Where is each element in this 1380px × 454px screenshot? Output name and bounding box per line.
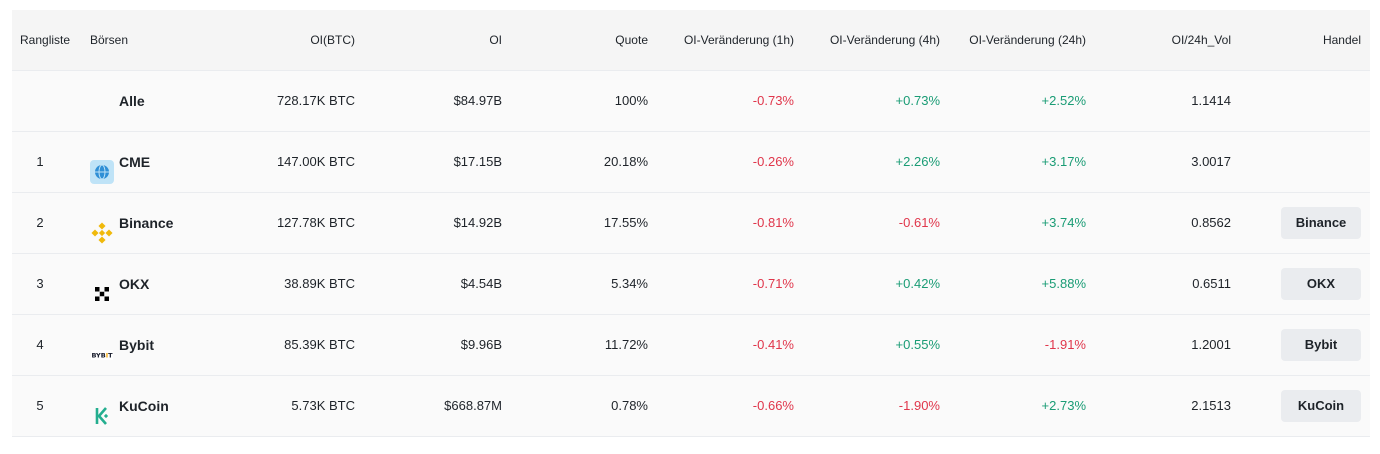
oi-cell: $17.15B: [453, 154, 502, 169]
rank-cell: 5: [36, 398, 44, 413]
trade-button[interactable]: Bybit: [1281, 329, 1361, 361]
quote-cell: 17.55%: [603, 215, 648, 230]
header-oi-change-1h[interactable]: OI-Veränderung (1h): [683, 33, 794, 47]
oi-change-4h-cell: +2.26%: [895, 154, 940, 169]
exchange-cell: KuCoin: [90, 376, 290, 436]
table-header: Rangliste Börsen OI(BTC) OI Quote OI-Ver…: [12, 10, 1370, 71]
quote-cell: 0.78%: [611, 398, 648, 413]
oi-change-24h-cell: +3.74%: [1041, 215, 1086, 230]
rank-cell: 4: [36, 337, 44, 352]
exchange-name: KuCoin: [119, 398, 169, 414]
exchange-name: CME: [119, 154, 151, 170]
exchange-cell: Binance: [90, 193, 290, 253]
bybit-logo-icon: BYBIT: [90, 333, 114, 360]
trade-cell: [1232, 132, 1361, 192]
exchange-cell: CME: [90, 132, 290, 192]
oi-btc-cell: 38.89K BTC: [284, 276, 355, 291]
table-row: Alle 728.17K BTC $84.97B 100% -0.73% +0.73% +2…: [12, 71, 1370, 132]
oi-btc-cell: 5.73K BTC: [291, 398, 355, 413]
exchange-cell: Alle: [90, 71, 290, 131]
oi-change-1h-cell: -0.73%: [752, 93, 794, 108]
oi-change-4h-cell: +0.73%: [895, 93, 940, 108]
oi-vol-cell: 1.1414: [1191, 93, 1231, 108]
oi-change-1h-cell: -0.81%: [752, 215, 794, 230]
quote-cell: 100%: [614, 93, 648, 108]
exchange-name: OKX: [119, 276, 150, 292]
header-oi-change-4h[interactable]: OI-Veränderung (4h): [829, 33, 940, 47]
binance-logo-icon: [90, 211, 114, 244]
trade-button[interactable]: Binance: [1281, 207, 1361, 239]
oi-vol-cell: 3.0017: [1191, 154, 1231, 169]
table-row: 4 BYBIT Bybit 85.39K BTC $9.96B 11.72% -0.41% +…: [12, 315, 1370, 376]
oi-btc-cell: 147.00K BTC: [276, 154, 355, 169]
rank-cell: 1: [36, 154, 44, 169]
okx-logo-icon: [90, 272, 114, 301]
trade-cell: [1232, 71, 1361, 131]
svg-text:BYBIT: BYBIT: [91, 352, 113, 360]
trade-cell: OKX: [1232, 254, 1361, 314]
quote-cell: 11.72%: [604, 337, 648, 352]
trade-button[interactable]: OKX: [1281, 268, 1361, 300]
table-row: 2 Binance 127.78K BTC $14.92B 17.55% -0.81% -0…: [12, 193, 1370, 254]
rank-cell: 3: [36, 276, 44, 291]
oi-change-1h-cell: -0.66%: [752, 398, 794, 413]
trade-cell: KuCoin: [1232, 376, 1361, 436]
oi-vol-cell: 2.1513: [1191, 398, 1231, 413]
oi-change-4h-cell: +0.42%: [895, 276, 940, 291]
exchange-cell: OKX: [90, 254, 290, 314]
exchange-name: Alle: [119, 93, 145, 109]
oi-change-4h-cell: -0.61%: [898, 215, 940, 230]
exchange-cell: BYBIT Bybit: [90, 315, 290, 375]
header-oi-change-24h[interactable]: OI-Veränderung (24h): [969, 33, 1086, 47]
oi-change-24h-cell: +2.52%: [1041, 93, 1086, 108]
table-row: 5 KuCoin 5.73K BTC $668.87M 0.78% -0.66% -1.90…: [12, 376, 1370, 437]
table-row: 1 CME 147.00K BTC $17.15B 20.18% -0.26% +2.26%…: [12, 132, 1370, 193]
open-interest-table: Rangliste Börsen OI(BTC) OI Quote OI-Ver…: [12, 10, 1370, 437]
header-oi-btc[interactable]: OI(BTC): [310, 33, 355, 47]
oi-vol-cell: 0.8562: [1191, 215, 1231, 230]
oi-cell: $14.92B: [453, 215, 502, 230]
oi-change-1h-cell: -0.41%: [752, 337, 794, 352]
trade-cell: Binance: [1232, 193, 1361, 253]
trade-button[interactable]: KuCoin: [1281, 390, 1361, 422]
header-exchange[interactable]: Börsen: [90, 33, 129, 47]
quote-cell: 20.18%: [603, 154, 648, 169]
oi-btc-cell: 127.78K BTC: [276, 215, 355, 230]
oi-change-1h-cell: -0.71%: [752, 276, 794, 291]
oi-change-24h-cell: +5.88%: [1041, 276, 1086, 291]
quote-cell: 5.34%: [611, 276, 648, 291]
oi-btc-cell: 728.17K BTC: [276, 93, 355, 108]
oi-change-24h-cell: +3.17%: [1041, 154, 1086, 169]
oi-change-24h-cell: +2.73%: [1041, 398, 1086, 413]
oi-vol-cell: 0.6511: [1192, 276, 1231, 291]
oi-btc-cell: 85.39K BTC: [284, 337, 355, 352]
oi-change-24h-cell: -1.91%: [1044, 337, 1086, 352]
header-oi-vol[interactable]: OI/24h_Vol: [1171, 33, 1231, 47]
header-trade: Handel: [1322, 33, 1361, 47]
table-row: 3 OKX 38.89K BTC $4.54B 5.34% -0.71% +0.42% +5.…: [12, 254, 1370, 315]
exchange-name: Binance: [119, 215, 174, 231]
oi-cell: $84.97B: [453, 93, 502, 108]
header-rank[interactable]: Rangliste: [20, 33, 71, 47]
exchange-name: Bybit: [119, 337, 154, 353]
rank-cell: 2: [36, 215, 44, 230]
oi-change-4h-cell: -1.90%: [898, 398, 940, 413]
oi-change-4h-cell: +0.55%: [895, 337, 940, 352]
oi-cell: $9.96B: [460, 337, 502, 352]
oi-vol-cell: 1.2001: [1191, 337, 1231, 352]
oi-change-1h-cell: -0.26%: [752, 154, 794, 169]
cme-logo-icon: [90, 150, 114, 184]
oi-cell: $4.54B: [460, 276, 502, 291]
kucoin-logo-icon: [90, 394, 114, 425]
oi-cell: $668.87M: [444, 398, 502, 413]
rank-cell: [20, 71, 60, 131]
header-oi[interactable]: OI: [489, 33, 502, 47]
header-quote[interactable]: Quote: [615, 33, 648, 47]
trade-cell: Bybit: [1232, 315, 1361, 375]
